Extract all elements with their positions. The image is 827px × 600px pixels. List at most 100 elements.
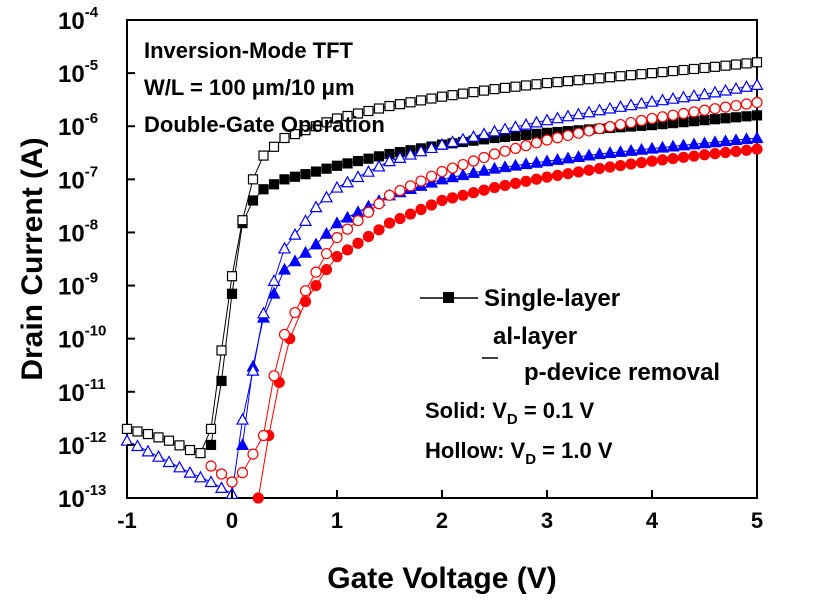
data-point: [405, 97, 416, 108]
data-point: [151, 449, 166, 462]
data-point: [582, 148, 596, 161]
data-point: [667, 152, 679, 165]
data-point: [750, 78, 764, 90]
data-point: [331, 231, 343, 244]
data-point: [562, 168, 574, 180]
x-tick-label: 5: [751, 508, 763, 533]
data-point: [625, 70, 637, 81]
data-point: [204, 475, 218, 488]
data-point: [319, 226, 334, 239]
data-point: [751, 143, 763, 155]
data-point: [373, 224, 385, 236]
data-point: [551, 132, 564, 144]
data-point: [540, 154, 554, 167]
data-point: [678, 64, 689, 76]
data-point: [688, 150, 700, 162]
data-point: [477, 127, 491, 140]
y-tick-label: 10-8: [58, 216, 98, 247]
data-point: [214, 481, 229, 494]
data-point: [362, 230, 375, 243]
data-point: [425, 170, 438, 182]
data-point: [331, 160, 343, 171]
data-point: [457, 189, 469, 201]
data-point: [688, 106, 700, 118]
data-point: [215, 468, 228, 480]
data-point: [321, 163, 332, 174]
data-point: [709, 103, 721, 115]
data-point: [666, 91, 680, 104]
data-point: [424, 141, 439, 154]
data-point: [205, 439, 217, 450]
data-point: [279, 174, 290, 185]
data-point: [510, 130, 521, 142]
data-point: [394, 99, 406, 110]
data-point: [751, 110, 763, 121]
data-point: [352, 237, 364, 249]
data-point: [709, 61, 721, 72]
data-point: [531, 128, 542, 139]
data-point: [466, 129, 481, 142]
data-point: [330, 180, 344, 193]
data-point: [216, 345, 227, 356]
data-point: [252, 492, 264, 504]
data-point: [571, 107, 586, 120]
legend-label-2: al-layer: [493, 323, 577, 350]
note-hollow: Hollow: VD = 1.0 V: [425, 438, 613, 468]
data-point: [541, 171, 553, 183]
data-point: [195, 448, 206, 459]
data-point: [373, 198, 385, 210]
data-point: [172, 460, 187, 473]
series-square-hollow: [121, 57, 763, 459]
data-point: [415, 95, 427, 106]
data-point: [498, 122, 512, 135]
data-point: [226, 271, 238, 282]
x-tick-label: 3: [541, 508, 553, 533]
data-point: [404, 180, 417, 192]
data-point: [592, 147, 607, 160]
ticks-layer: -1 0 1 2 3 4 5 10-4 10-5 10-6 10-7 10-8 10-9 10-10 10-…: [58, 4, 763, 533]
data-point: [583, 74, 595, 85]
data-point: [184, 444, 196, 456]
data-point: [561, 151, 575, 164]
series-circle-hollow: [205, 96, 763, 488]
y-tick-label: 10-5: [58, 57, 98, 88]
annotation-line-2: W/L = 100 μm/10 μm: [144, 75, 355, 100]
data-point: [309, 237, 323, 250]
data-point: [193, 470, 208, 483]
data-point: [667, 65, 679, 77]
data-point: [708, 85, 722, 98]
data-point: [235, 412, 250, 425]
data-point: [656, 154, 669, 166]
data-point: [246, 363, 260, 376]
data-point: [268, 179, 280, 190]
data-point: [625, 158, 637, 170]
data-point: [404, 208, 417, 220]
series-triangle-hollow: [120, 78, 764, 499]
data-point: [258, 150, 269, 161]
data-point: [634, 96, 649, 109]
data-point: [624, 143, 638, 156]
data-point: [541, 77, 553, 89]
y-tick-label: 10-10: [58, 323, 106, 354]
data-point: [362, 206, 375, 218]
data-point: [415, 175, 427, 187]
data-point: [414, 144, 428, 157]
data-point: [467, 155, 480, 167]
y-tick-label: 10-4: [58, 4, 99, 35]
data-point: [341, 223, 354, 235]
data-point: [657, 66, 668, 78]
data-point: [635, 114, 648, 127]
data-point: [342, 110, 353, 122]
data-point: [739, 80, 754, 92]
data-point: [508, 120, 523, 132]
data-point: [352, 155, 364, 167]
data-point: [384, 100, 395, 112]
data-point: [718, 83, 733, 96]
data-point: [550, 152, 565, 165]
data-point: [288, 254, 302, 267]
data-point: [268, 370, 280, 382]
data-point: [540, 113, 554, 126]
data-point: [655, 93, 670, 106]
data-point: [226, 476, 238, 488]
